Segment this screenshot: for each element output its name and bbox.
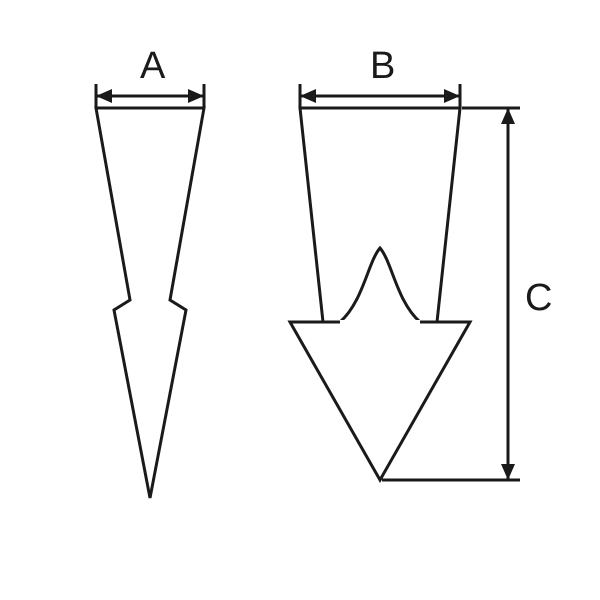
dimension-C: C bbox=[382, 108, 552, 480]
double-arrow-shape bbox=[290, 108, 470, 480]
label-A: A bbox=[140, 45, 166, 87]
dimension-B: B bbox=[300, 45, 460, 108]
dimension-diagram: A B C bbox=[0, 0, 600, 600]
label-B: B bbox=[370, 45, 395, 87]
lightning-arrow-shape bbox=[96, 108, 204, 498]
label-C: C bbox=[525, 277, 552, 319]
dimension-A: A bbox=[96, 45, 204, 108]
